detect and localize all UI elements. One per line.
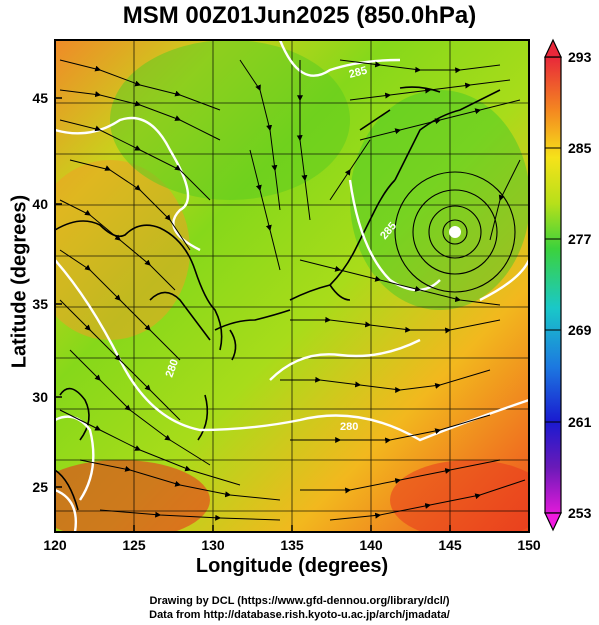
streamlines	[59, 59, 526, 521]
colorbar: 293 285 277 269 261 253	[544, 38, 592, 532]
low-pressure-center	[449, 226, 461, 238]
contour-label: 280	[164, 358, 182, 379]
y-tick-label: 35	[32, 296, 48, 312]
map-title: MSM 00Z01Jun2025 (850.0hPa)	[122, 2, 477, 29]
colorbar-label: 277	[568, 231, 592, 247]
y-axis-label: Latitude (degrees)	[8, 194, 31, 369]
y-tick-marks	[55, 97, 62, 488]
x-tick-label: 130	[201, 537, 225, 553]
colorbar-label: 261	[568, 414, 592, 430]
y-tick-label: 30	[32, 389, 48, 405]
x-tick-label: 120	[43, 537, 67, 553]
x-tick-label: 145	[438, 537, 462, 553]
green-region-east	[350, 90, 529, 310]
x-tick-label: 140	[359, 537, 383, 553]
coastlines	[55, 86, 501, 511]
green-region-north	[110, 40, 350, 200]
x-tick-label: 125	[122, 537, 146, 553]
x-tick-label: 135	[280, 537, 304, 553]
colorbar-label: 269	[568, 322, 592, 338]
drawing-credit: Drawing by DCL (https://www.gfd-dennou.o…	[149, 595, 450, 607]
colorbar-label: 285	[568, 140, 592, 156]
cyclone-circulation	[394, 171, 516, 293]
colorbar-top-arrow	[544, 38, 562, 58]
colorbar-bottom-arrow	[544, 512, 562, 532]
colorbar-label: 293	[568, 49, 592, 65]
hot-region-southeast	[390, 460, 529, 532]
x-tick-label: 150	[517, 537, 541, 553]
y-tick-label: 45	[32, 90, 48, 106]
y-tick-label: 25	[32, 479, 48, 495]
x-axis-label: Longitude (degrees)	[195, 555, 389, 577]
x-tick-marks	[54, 525, 530, 532]
colorbar-label: 253	[568, 505, 592, 521]
y-tick-label: 40	[32, 196, 48, 212]
data-credit: Data from http://database.rish.kyoto-u.a…	[149, 609, 450, 621]
contour-label: 280	[340, 421, 358, 433]
colorbar-scale	[544, 56, 562, 514]
contour-label: 285	[348, 65, 369, 81]
